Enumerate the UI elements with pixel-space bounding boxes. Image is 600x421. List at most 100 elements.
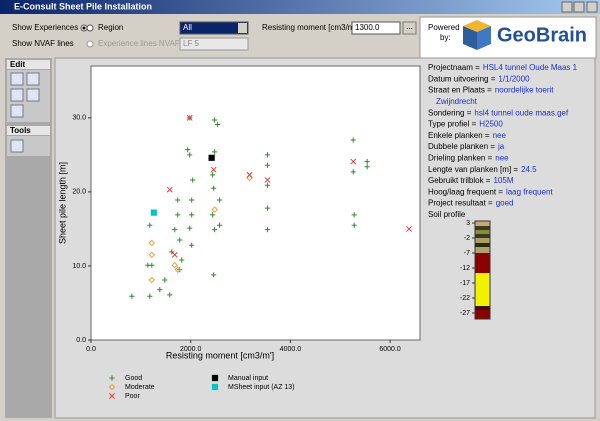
data-point (211, 185, 217, 191)
browse-text: ... (406, 22, 413, 31)
info-value: nee (495, 154, 509, 163)
data-point (264, 162, 271, 168)
data-point (148, 251, 156, 259)
data-point (175, 197, 181, 203)
window-buttons[interactable] (561, 1, 598, 13)
radio-dot (82, 26, 86, 30)
data-point (190, 177, 196, 183)
pan-tool[interactable] (26, 72, 40, 86)
info-value: 24.5 (521, 165, 537, 174)
moment-value: 1300.0 (355, 23, 380, 32)
data-point (246, 171, 253, 178)
info-value: 1/1/2000 (498, 74, 530, 83)
data-point (264, 205, 271, 211)
soil-tick-label: 3 (466, 220, 470, 227)
data-point (169, 249, 175, 255)
window-title: E-Consult Sheet Pile Installation (14, 1, 152, 11)
data-point (187, 225, 193, 231)
info-label: Lengte van planken [m] = (428, 165, 518, 174)
tool-button[interactable] (10, 139, 24, 153)
data-point (172, 227, 178, 233)
info-value: noordelijke toerit (495, 86, 554, 95)
tools-label: Tools (10, 126, 31, 135)
data-point (215, 121, 221, 128)
zoom-in-tool[interactable] (10, 88, 24, 102)
soil-profile (474, 220, 491, 320)
data-point (210, 172, 216, 178)
info-value: nee (493, 131, 507, 140)
zoom-out-tool[interactable] (26, 88, 40, 102)
y-tick-label: 10.0 (72, 263, 86, 270)
dropdown-arrow[interactable] (238, 23, 247, 33)
select-tool[interactable] (10, 72, 24, 86)
soil-tick-label: -2 (464, 235, 470, 242)
data-point (177, 237, 183, 243)
edit-header[interactable] (7, 60, 50, 69)
legend-marker (108, 383, 116, 391)
info-label: Drieling planken = (428, 154, 493, 163)
legend-marker (109, 375, 115, 381)
zoom-rect-tool[interactable] (10, 104, 24, 118)
data-point (186, 114, 193, 121)
info-value: laag frequent (506, 187, 553, 196)
edit-label: Edit (10, 60, 25, 69)
moment-input[interactable] (351, 21, 401, 35)
data-point (179, 257, 185, 263)
data-point (212, 227, 218, 233)
title-bar (0, 0, 600, 14)
data-point (162, 277, 168, 283)
info-label: Project resultaat = (428, 199, 493, 208)
data-point (174, 266, 182, 273)
data-point (185, 147, 191, 153)
show-experiences-label[interactable]: Show Experiences (12, 23, 78, 32)
region-dropdown[interactable] (179, 21, 249, 35)
data-point (175, 212, 181, 218)
logo-box (419, 16, 597, 59)
soil-tick-label: -12 (460, 265, 470, 272)
data-point (149, 262, 155, 268)
x-axis-label: Resisting moment [cm3/m'] (166, 350, 274, 360)
moment-label: Resisting moment [cm3/m'] (262, 23, 358, 32)
data-point (157, 287, 163, 293)
info-label: Datum uitvoering = (428, 74, 496, 83)
powered-text: Powered (428, 23, 460, 32)
legend-label: Manual input (228, 375, 268, 382)
data-point (129, 293, 135, 299)
region-value: All (183, 23, 192, 32)
experience-lines-label: Experience lines NVAF (98, 39, 180, 48)
legend-label: MSheet input (AZ 13) (228, 384, 295, 391)
data-point (217, 222, 223, 228)
x-tick-label: 4000.0 (280, 346, 302, 353)
y-tick-label: 20.0 (72, 189, 86, 196)
data-point (148, 239, 156, 247)
radio[interactable] (86, 40, 94, 48)
data-point (171, 251, 178, 258)
data-point (211, 206, 218, 213)
legend-marker (109, 393, 115, 399)
lf-dropdown[interactable] (179, 37, 249, 51)
browse-button[interactable] (402, 21, 417, 35)
legend-marker (211, 374, 219, 382)
data-point (406, 225, 412, 232)
data-point (350, 137, 356, 143)
data-point (350, 169, 356, 175)
region-label[interactable]: Region (98, 23, 123, 32)
info-value: Zwijndrecht (436, 97, 478, 106)
radio[interactable] (86, 24, 94, 32)
show-nvaf-label[interactable]: Show NVAF lines (12, 39, 74, 48)
data-point (364, 164, 370, 170)
info-value: ja (497, 142, 505, 151)
tools-header[interactable] (7, 126, 50, 135)
soil-tick-label: -27 (460, 310, 470, 317)
data-point (147, 222, 153, 228)
soil-tick-label: -22 (460, 295, 470, 302)
data-point (351, 212, 357, 218)
legend-label: Poor (125, 393, 140, 400)
data-point (364, 158, 370, 165)
soil-tick-label: -17 (460, 280, 470, 287)
data-point (210, 212, 216, 218)
data-point (210, 166, 217, 173)
data-point (211, 272, 217, 278)
logo-text: GeoBrain (497, 24, 587, 46)
